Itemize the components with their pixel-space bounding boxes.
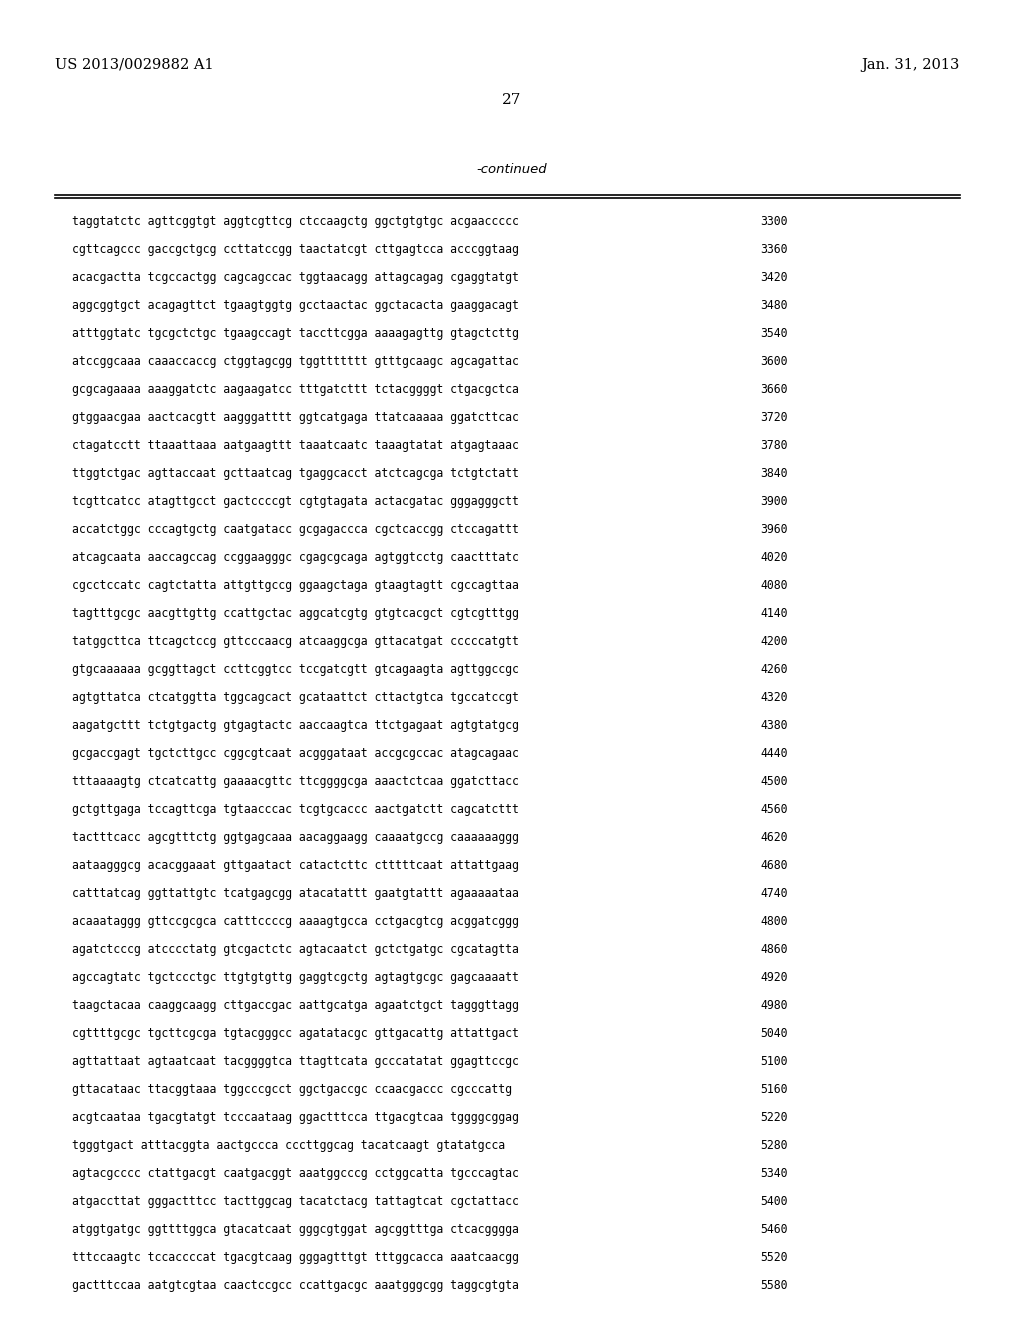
Text: atcagcaata aaccagccag ccggaagggc cgagcgcaga agtggtcctg caactttatc: atcagcaata aaccagccag ccggaagggc cgagcgc… [72, 550, 519, 564]
Text: US 2013/0029882 A1: US 2013/0029882 A1 [55, 58, 214, 73]
Text: gtgcaaaaaa gcggttagct ccttcggtcc tccgatcgtt gtcagaagta agttggccgc: gtgcaaaaaa gcggttagct ccttcggtcc tccgatc… [72, 663, 519, 676]
Text: cgttcagccc gaccgctgcg ccttatccgg taactatcgt cttgagtcca acccggtaag: cgttcagccc gaccgctgcg ccttatccgg taactat… [72, 243, 519, 256]
Text: agtgttatca ctcatggtta tggcagcact gcataattct cttactgtca tgccatccgt: agtgttatca ctcatggtta tggcagcact gcataat… [72, 690, 519, 704]
Text: 3360: 3360 [760, 243, 787, 256]
Text: 5340: 5340 [760, 1167, 787, 1180]
Text: 5520: 5520 [760, 1251, 787, 1265]
Text: acgtcaataa tgacgtatgt tcccaataag ggactttcca ttgacgtcaa tggggcggag: acgtcaataa tgacgtatgt tcccaataag ggacttt… [72, 1111, 519, 1125]
Text: cgcctccatc cagtctatta attgttgccg ggaagctaga gtaagtagtt cgccagttaa: cgcctccatc cagtctatta attgttgccg ggaagct… [72, 579, 519, 591]
Text: tcgttcatcc atagttgcct gactccccgt cgtgtagata actacgatac gggagggctt: tcgttcatcc atagttgcct gactccccgt cgtgtag… [72, 495, 519, 508]
Text: acaaataggg gttccgcgca catttccccg aaaagtgcca cctgacgtcg acggatcggg: acaaataggg gttccgcgca catttccccg aaaagtg… [72, 915, 519, 928]
Text: atttggtatc tgcgctctgc tgaagccagt taccttcgga aaaagagttg gtagctcttg: atttggtatc tgcgctctgc tgaagccagt taccttc… [72, 327, 519, 341]
Text: 5040: 5040 [760, 1027, 787, 1040]
Text: 5460: 5460 [760, 1224, 787, 1236]
Text: atggtgatgc ggttttggca gtacatcaat gggcgtggat agcggtttga ctcacgggga: atggtgatgc ggttttggca gtacatcaat gggcgtg… [72, 1224, 519, 1236]
Text: gttacataac ttacggtaaa tggcccgcct ggctgaccgc ccaacgaccc cgcccattg: gttacataac ttacggtaaa tggcccgcct ggctgac… [72, 1082, 512, 1096]
Text: Jan. 31, 2013: Jan. 31, 2013 [861, 58, 961, 73]
Text: 4560: 4560 [760, 803, 787, 816]
Text: acacgactta tcgccactgg cagcagccac tggtaacagg attagcagag cgaggtatgt: acacgactta tcgccactgg cagcagccac tggtaac… [72, 271, 519, 284]
Text: 4860: 4860 [760, 942, 787, 956]
Text: tgggtgact atttacggta aactgccca cccttggcag tacatcaagt gtatatgcca: tgggtgact atttacggta aactgccca cccttggca… [72, 1139, 505, 1152]
Text: 5280: 5280 [760, 1139, 787, 1152]
Text: agatctcccg atcccctatg gtcgactctc agtacaatct gctctgatgc cgcatagtta: agatctcccg atcccctatg gtcgactctc agtacaa… [72, 942, 519, 956]
Text: 27: 27 [503, 92, 521, 107]
Text: gtggaacgaa aactcacgtt aagggatttt ggtcatgaga ttatcaaaaa ggatcttcac: gtggaacgaa aactcacgtt aagggatttt ggtcatg… [72, 411, 519, 424]
Text: 3660: 3660 [760, 383, 787, 396]
Text: atccggcaaa caaaccaccg ctggtagcgg tggttttttt gtttgcaagc agcagattac: atccggcaaa caaaccaccg ctggtagcgg tggtttt… [72, 355, 519, 368]
Text: agccagtatc tgctccctgc ttgtgtgttg gaggtcgctg agtagtgcgc gagcaaaatt: agccagtatc tgctccctgc ttgtgtgttg gaggtcg… [72, 972, 519, 983]
Text: 5580: 5580 [760, 1279, 787, 1292]
Text: 4020: 4020 [760, 550, 787, 564]
Text: 5220: 5220 [760, 1111, 787, 1125]
Text: 3840: 3840 [760, 467, 787, 480]
Text: 3780: 3780 [760, 440, 787, 451]
Text: 4740: 4740 [760, 887, 787, 900]
Text: aagatgcttt tctgtgactg gtgagtactc aaccaagtca ttctgagaat agtgtatgcg: aagatgcttt tctgtgactg gtgagtactc aaccaag… [72, 719, 519, 733]
Text: 4080: 4080 [760, 579, 787, 591]
Text: 3960: 3960 [760, 523, 787, 536]
Text: 5400: 5400 [760, 1195, 787, 1208]
Text: 4440: 4440 [760, 747, 787, 760]
Text: tatggcttca ttcagctccg gttcccaacg atcaaggcga gttacatgat cccccatgtt: tatggcttca ttcagctccg gttcccaacg atcaagg… [72, 635, 519, 648]
Text: 4920: 4920 [760, 972, 787, 983]
Text: 4500: 4500 [760, 775, 787, 788]
Text: tttccaagtc tccaccccat tgacgtcaag gggagtttgt tttggcacca aaatcaacgg: tttccaagtc tccaccccat tgacgtcaag gggagtt… [72, 1251, 519, 1265]
Text: 5100: 5100 [760, 1055, 787, 1068]
Text: 4680: 4680 [760, 859, 787, 873]
Text: 4800: 4800 [760, 915, 787, 928]
Text: taagctacaa caaggcaagg cttgaccgac aattgcatga agaatctgct tagggttagg: taagctacaa caaggcaagg cttgaccgac aattgca… [72, 999, 519, 1012]
Text: cgttttgcgc tgcttcgcga tgtacgggcc agatatacgc gttgacattg attattgact: cgttttgcgc tgcttcgcga tgtacgggcc agatata… [72, 1027, 519, 1040]
Text: gcgaccgagt tgctcttgcc cggcgtcaat acgggataat accgcgccac atagcagaac: gcgaccgagt tgctcttgcc cggcgtcaat acgggat… [72, 747, 519, 760]
Text: ctagatcctt ttaaattaaa aatgaagttt taaatcaatc taaagtatat atgagtaaac: ctagatcctt ttaaattaaa aatgaagttt taaatca… [72, 440, 519, 451]
Text: tttaaaagtg ctcatcattg gaaaacgttc ttcggggcga aaactctcaa ggatcttacc: tttaaaagtg ctcatcattg gaaaacgttc ttcgggg… [72, 775, 519, 788]
Text: 3600: 3600 [760, 355, 787, 368]
Text: atgaccttat gggactttcc tacttggcag tacatctacg tattagtcat cgctattacc: atgaccttat gggactttcc tacttggcag tacatct… [72, 1195, 519, 1208]
Text: gctgttgaga tccagttcga tgtaacccac tcgtgcaccc aactgatctt cagcatcttt: gctgttgaga tccagttcga tgtaacccac tcgtgca… [72, 803, 519, 816]
Text: 4200: 4200 [760, 635, 787, 648]
Text: 4260: 4260 [760, 663, 787, 676]
Text: 3900: 3900 [760, 495, 787, 508]
Text: -continued: -continued [477, 162, 547, 176]
Text: ttggtctgac agttaccaat gcttaatcag tgaggcacct atctcagcga tctgtctatt: ttggtctgac agttaccaat gcttaatcag tgaggca… [72, 467, 519, 480]
Text: catttatcag ggttattgtc tcatgagcgg atacatattt gaatgtattt agaaaaataa: catttatcag ggttattgtc tcatgagcgg atacata… [72, 887, 519, 900]
Text: tactttcacc agcgtttctg ggtgagcaaa aacaggaagg caaaatgccg caaaaaaggg: tactttcacc agcgtttctg ggtgagcaaa aacagga… [72, 832, 519, 843]
Text: 3540: 3540 [760, 327, 787, 341]
Text: 3300: 3300 [760, 215, 787, 228]
Text: 3720: 3720 [760, 411, 787, 424]
Text: aataagggcg acacggaaat gttgaatact catactcttc ctttttcaat attattgaag: aataagggcg acacggaaat gttgaatact catactc… [72, 859, 519, 873]
Text: 3480: 3480 [760, 300, 787, 312]
Text: agtacgcccc ctattgacgt caatgacggt aaatggcccg cctggcatta tgcccagtac: agtacgcccc ctattgacgt caatgacggt aaatggc… [72, 1167, 519, 1180]
Text: 5160: 5160 [760, 1082, 787, 1096]
Text: agttattaat agtaatcaat tacggggtca ttagttcata gcccatatat ggagttccgc: agttattaat agtaatcaat tacggggtca ttagttc… [72, 1055, 519, 1068]
Text: 4380: 4380 [760, 719, 787, 733]
Text: 4620: 4620 [760, 832, 787, 843]
Text: 4320: 4320 [760, 690, 787, 704]
Text: 3420: 3420 [760, 271, 787, 284]
Text: accatctggc cccagtgctg caatgatacc gcgagaccca cgctcaccgg ctccagattt: accatctggc cccagtgctg caatgatacc gcgagac… [72, 523, 519, 536]
Text: gactttccaa aatgtcgtaa caactccgcc ccattgacgc aaatgggcgg taggcgtgta: gactttccaa aatgtcgtaa caactccgcc ccattga… [72, 1279, 519, 1292]
Text: 4980: 4980 [760, 999, 787, 1012]
Text: 4140: 4140 [760, 607, 787, 620]
Text: gcgcagaaaa aaaggatctc aagaagatcc tttgatcttt tctacggggt ctgacgctca: gcgcagaaaa aaaggatctc aagaagatcc tttgatc… [72, 383, 519, 396]
Text: taggtatctc agttcggtgt aggtcgttcg ctccaagctg ggctgtgtgc acgaaccccc: taggtatctc agttcggtgt aggtcgttcg ctccaag… [72, 215, 519, 228]
Text: aggcggtgct acagagttct tgaagtggtg gcctaactac ggctacacta gaaggacagt: aggcggtgct acagagttct tgaagtggtg gcctaac… [72, 300, 519, 312]
Text: tagtttgcgc aacgttgttg ccattgctac aggcatcgtg gtgtcacgct cgtcgtttgg: tagtttgcgc aacgttgttg ccattgctac aggcatc… [72, 607, 519, 620]
